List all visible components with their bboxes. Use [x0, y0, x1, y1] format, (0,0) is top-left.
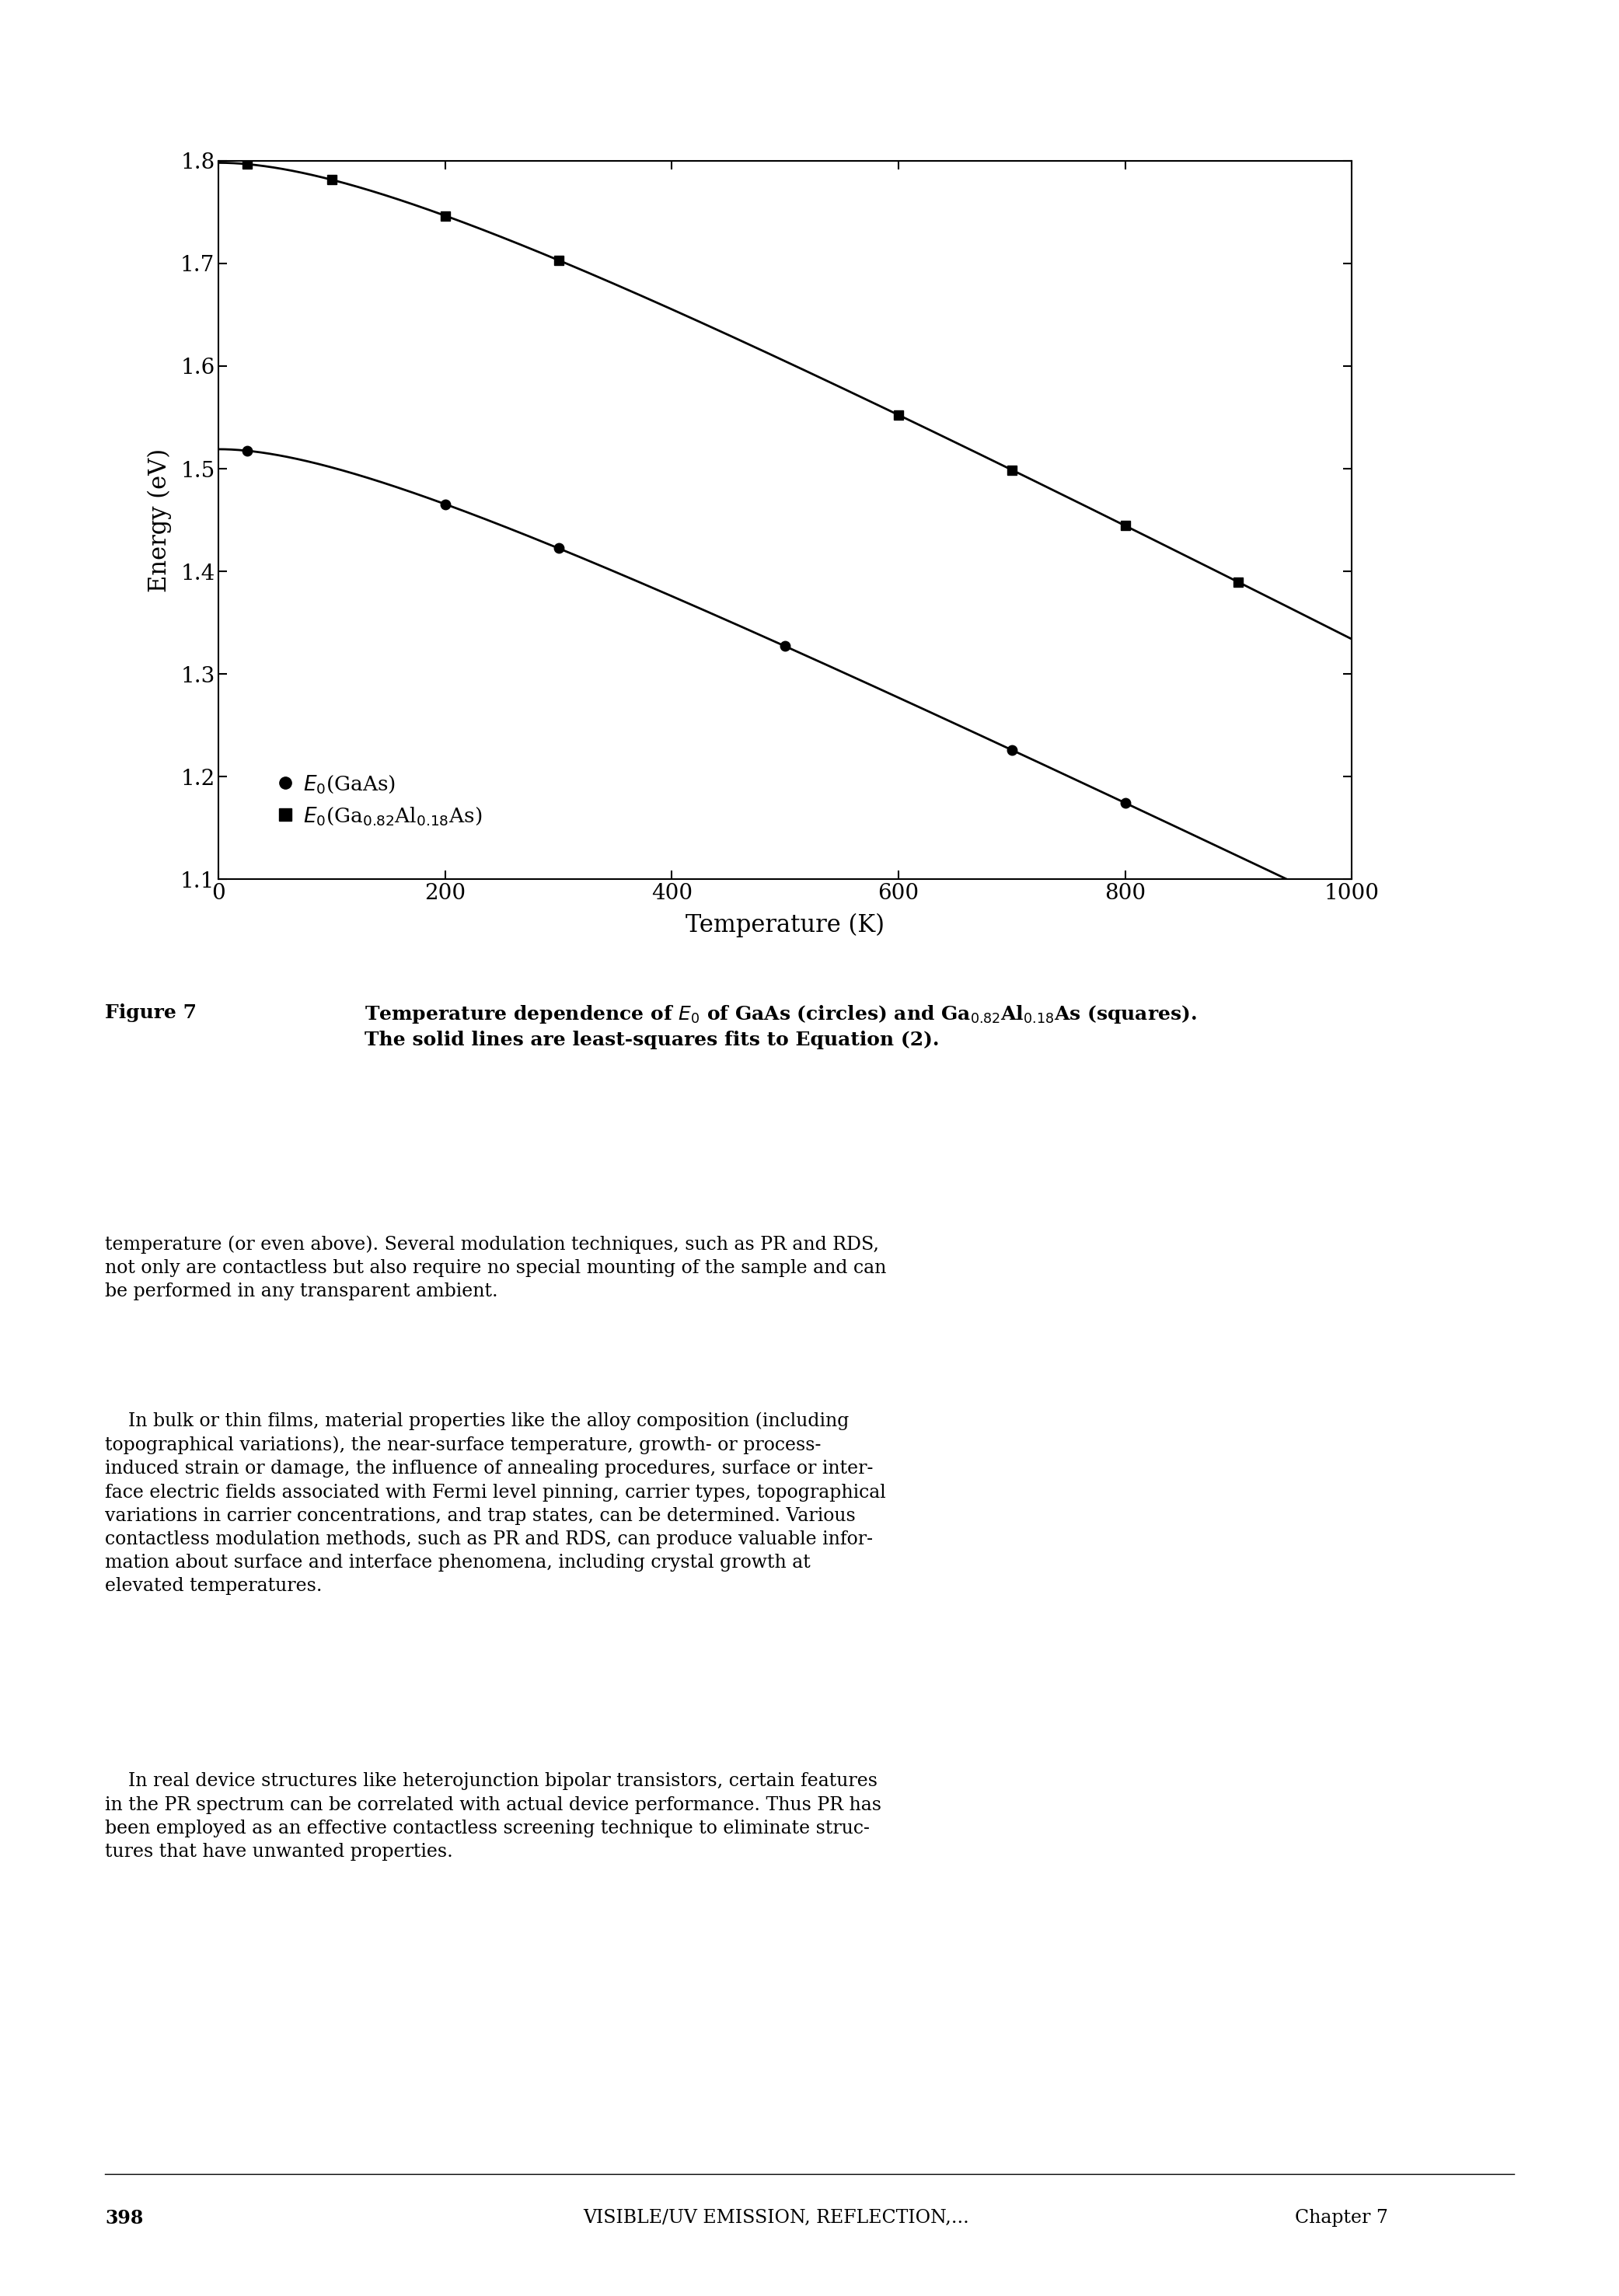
Legend: $E_0$(GaAs), $E_0$(Ga$_{0.82}$Al$_{0.18}$As): $E_0$(GaAs), $E_0$(Ga$_{0.82}$Al$_{0.18}… — [274, 767, 487, 833]
Text: Chapter 7: Chapter 7 — [1295, 2209, 1389, 2227]
X-axis label: Temperature (K): Temperature (K) — [686, 914, 884, 937]
Text: In real device structures like heterojunction bipolar transistors, certain featu: In real device structures like heterojun… — [105, 1773, 882, 1860]
Text: 398: 398 — [105, 2209, 144, 2227]
Y-axis label: Energy (eV): Energy (eV) — [147, 448, 172, 592]
Text: Temperature dependence of $E_0$ of GaAs (circles) and Ga$_{0.82}$Al$_{0.18}$As (: Temperature dependence of $E_0$ of GaAs … — [364, 1003, 1196, 1049]
Text: temperature (or even above). Several modulation techniques, such as PR and RDS,
: temperature (or even above). Several mod… — [105, 1235, 887, 1300]
Text: Figure 7: Figure 7 — [105, 1003, 198, 1022]
Text: VISIBLE/UV EMISSION, REFLECTION,...: VISIBLE/UV EMISSION, REFLECTION,... — [583, 2209, 968, 2227]
Text: In bulk or thin films, material properties like the alloy composition (including: In bulk or thin films, material properti… — [105, 1412, 886, 1596]
